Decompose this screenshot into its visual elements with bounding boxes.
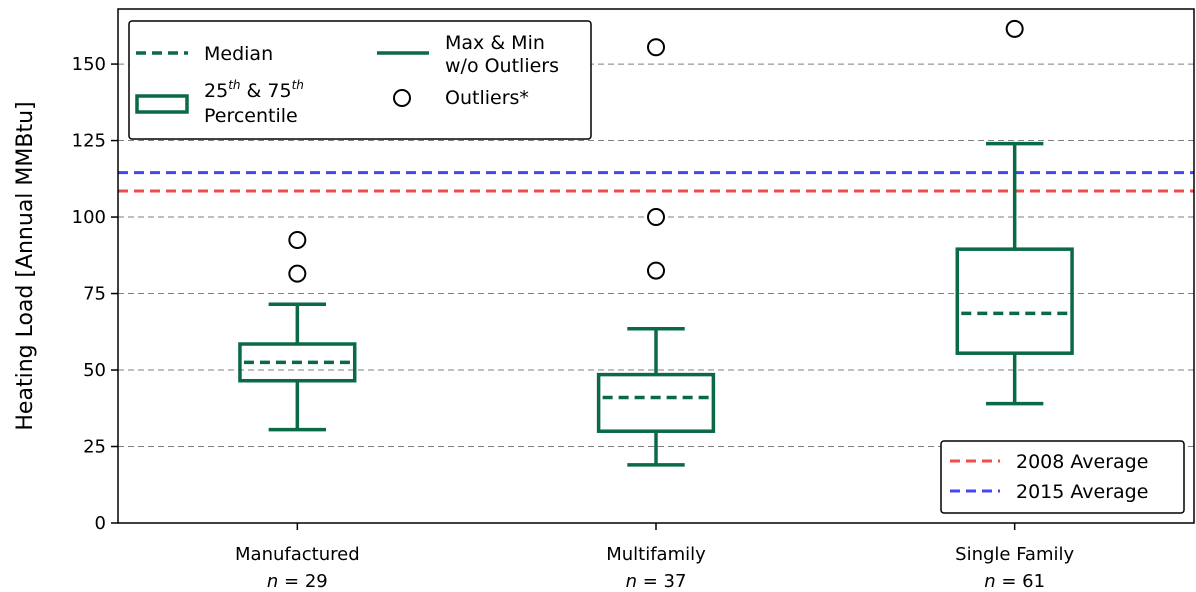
y-tick-label: 25 [83, 437, 106, 458]
outlier-point [288, 264, 307, 283]
x-tick-label: Manufactured [235, 544, 360, 565]
y-tick-label: 150 [72, 54, 106, 75]
legend-outliers-label: Outliers* [445, 87, 529, 109]
x-n-label: n = 61 [984, 571, 1045, 592]
x-n-label: n = 29 [267, 571, 328, 592]
iqr-box [596, 372, 716, 433]
y-tick-label: 0 [95, 513, 106, 534]
legend-outlier-swatch [393, 89, 411, 107]
legend-pct-25: 25 [204, 80, 228, 102]
y-tick-label: 100 [72, 207, 106, 228]
x-n-label: n = 37 [626, 571, 687, 592]
y-tick-label: 75 [83, 284, 106, 305]
iqr-box [238, 342, 357, 383]
legend-maxmin-line1: Max & Min [445, 32, 545, 54]
legend-pct-amp: & 75 [241, 80, 292, 102]
legend-iqr-swatch [135, 94, 189, 114]
legend-2015-label: 2015 Average [1016, 481, 1148, 503]
legend-median-label: Median [204, 43, 273, 65]
legend-percentile-label: 25th & 75th Percentile [204, 72, 310, 127]
legend-maxmin-line2: w/o Outliers [445, 55, 559, 77]
outlier-point [647, 38, 665, 57]
outlier-point [647, 261, 665, 280]
legend-pct-th1: th [228, 78, 240, 92]
legend-2008-label: 2008 Average [1016, 451, 1148, 473]
y-tick-label: 50 [83, 360, 106, 381]
x-tick-label: Single Family [955, 544, 1074, 565]
legend-percentile-word: Percentile [204, 105, 298, 127]
legend-main: Median 25th & 75th Percentile Max & Min … [128, 20, 592, 140]
x-tick-label: Multifamily [606, 544, 706, 565]
outlier-point [647, 208, 665, 227]
outlier-point [1005, 19, 1024, 38]
legend-ref-frame [940, 440, 1185, 514]
iqr-box [955, 247, 1074, 355]
legend-pct-th2: th [292, 78, 304, 92]
y-tick-label: 125 [72, 131, 106, 152]
legend-main-frame [128, 20, 592, 140]
legend-maxmin-label: Max & Min w/o Outliers [445, 32, 559, 77]
outlier-point [288, 230, 307, 249]
legend-reference: 2008 Average 2015 Average [940, 440, 1185, 514]
y-axis-label: Heating Load [Annual MMBtu] [13, 101, 38, 430]
